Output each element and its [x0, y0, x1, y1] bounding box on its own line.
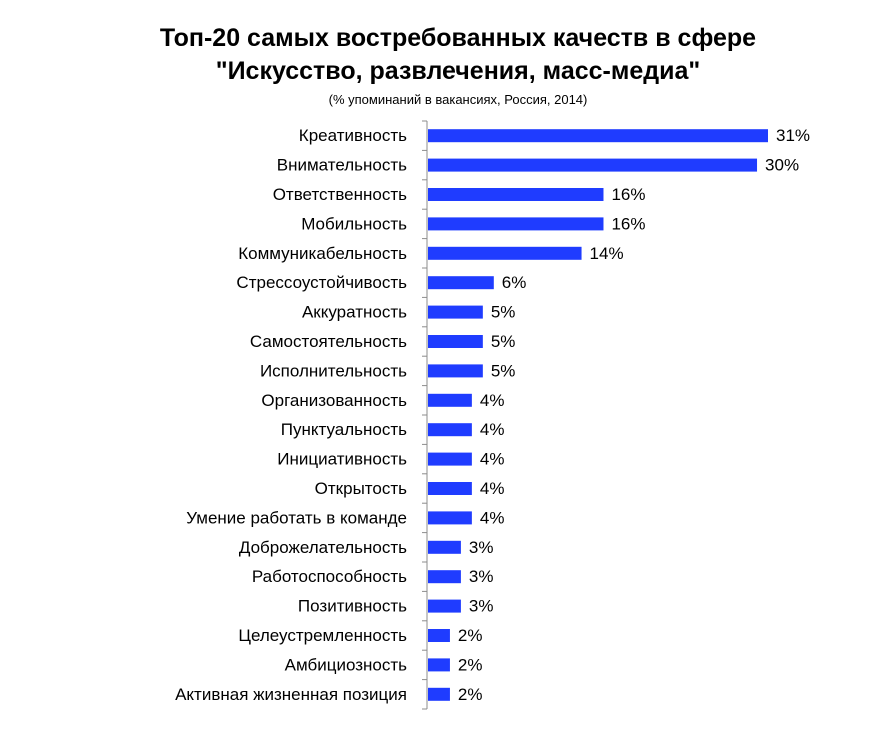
bar — [428, 482, 472, 495]
category-labels: Креативность Внимательность Ответственност… — [175, 126, 407, 704]
data-label: 5% — [491, 361, 516, 380]
category-label: Активная жизненная позиция — [175, 685, 407, 704]
bar — [428, 599, 461, 613]
category-label: Креативность — [299, 126, 407, 145]
category-label: Стрессоустойчивость — [236, 273, 407, 292]
category-label: Внимательность — [277, 156, 407, 175]
category-label: Аккуратность — [302, 303, 407, 322]
data-label: 4% — [480, 420, 505, 439]
category-label: Пунктуальность — [281, 420, 407, 439]
data-label: 4% — [480, 508, 505, 527]
bar — [428, 452, 472, 466]
data-label: 16% — [611, 185, 645, 204]
data-label: 4% — [480, 450, 505, 469]
category-label: Доброжелательность — [239, 538, 407, 557]
value-labels: 31% 30% 16% 16% 14% 6% 5% 5% 5% 4% 4% 4% 4% 4% 3% 3% 3% 2… — [458, 126, 810, 704]
category-label: Мобильность — [301, 214, 407, 233]
data-label: 3% — [469, 538, 494, 557]
bars-group — [428, 129, 768, 701]
data-label: 31% — [776, 126, 810, 145]
category-label: Целеустремленность — [238, 626, 407, 645]
bar — [428, 188, 604, 201]
bar — [428, 364, 483, 378]
data-label: 4% — [480, 479, 505, 498]
bar — [428, 393, 472, 407]
data-label: 2% — [458, 626, 483, 645]
chart-title: Топ-20 самых востребованных качеств в сф… — [159, 24, 757, 52]
data-label: 6% — [502, 273, 527, 292]
category-label: Инициативность — [277, 450, 407, 469]
data-label: 14% — [590, 244, 624, 263]
bar — [428, 158, 758, 172]
bar — [428, 629, 450, 642]
bar — [428, 129, 768, 143]
bar — [428, 511, 472, 525]
bar — [428, 687, 450, 701]
category-label: Исполнительность — [260, 361, 407, 380]
category-label: Позитивность — [298, 597, 407, 616]
bar — [428, 570, 461, 584]
bar — [428, 658, 450, 672]
bar — [428, 276, 494, 290]
data-label: 2% — [458, 655, 483, 674]
data-label: 30% — [765, 156, 799, 175]
bar — [428, 540, 461, 554]
chart-title-line-2: "Искусство, развлечения, масс-медиа" — [215, 57, 701, 85]
y-axis-ticks — [422, 120, 427, 710]
category-label: Ответственность — [273, 185, 407, 204]
data-label: 5% — [491, 332, 516, 351]
category-label: Работоспособность — [252, 567, 407, 586]
data-label: 5% — [491, 303, 516, 322]
category-label: Умение работать в команде — [186, 508, 407, 527]
bar — [428, 335, 483, 348]
chart-subtitle: (% упоминаний в вакансиях, Россия, 2014) — [328, 92, 588, 107]
bar — [428, 305, 483, 319]
category-label: Коммуникабельность — [238, 244, 407, 263]
data-label: 2% — [458, 685, 483, 704]
category-label: Организованность — [261, 391, 407, 410]
data-label: 16% — [611, 214, 645, 233]
bar — [428, 423, 472, 437]
data-label: 3% — [469, 597, 494, 616]
data-label: 4% — [480, 391, 505, 410]
bar — [428, 217, 604, 231]
data-label: 3% — [469, 567, 494, 586]
category-label: Амбициозность — [285, 655, 407, 674]
bar — [428, 246, 582, 260]
category-label: Самостоятельность — [250, 332, 407, 351]
category-label: Открытость — [315, 479, 407, 498]
